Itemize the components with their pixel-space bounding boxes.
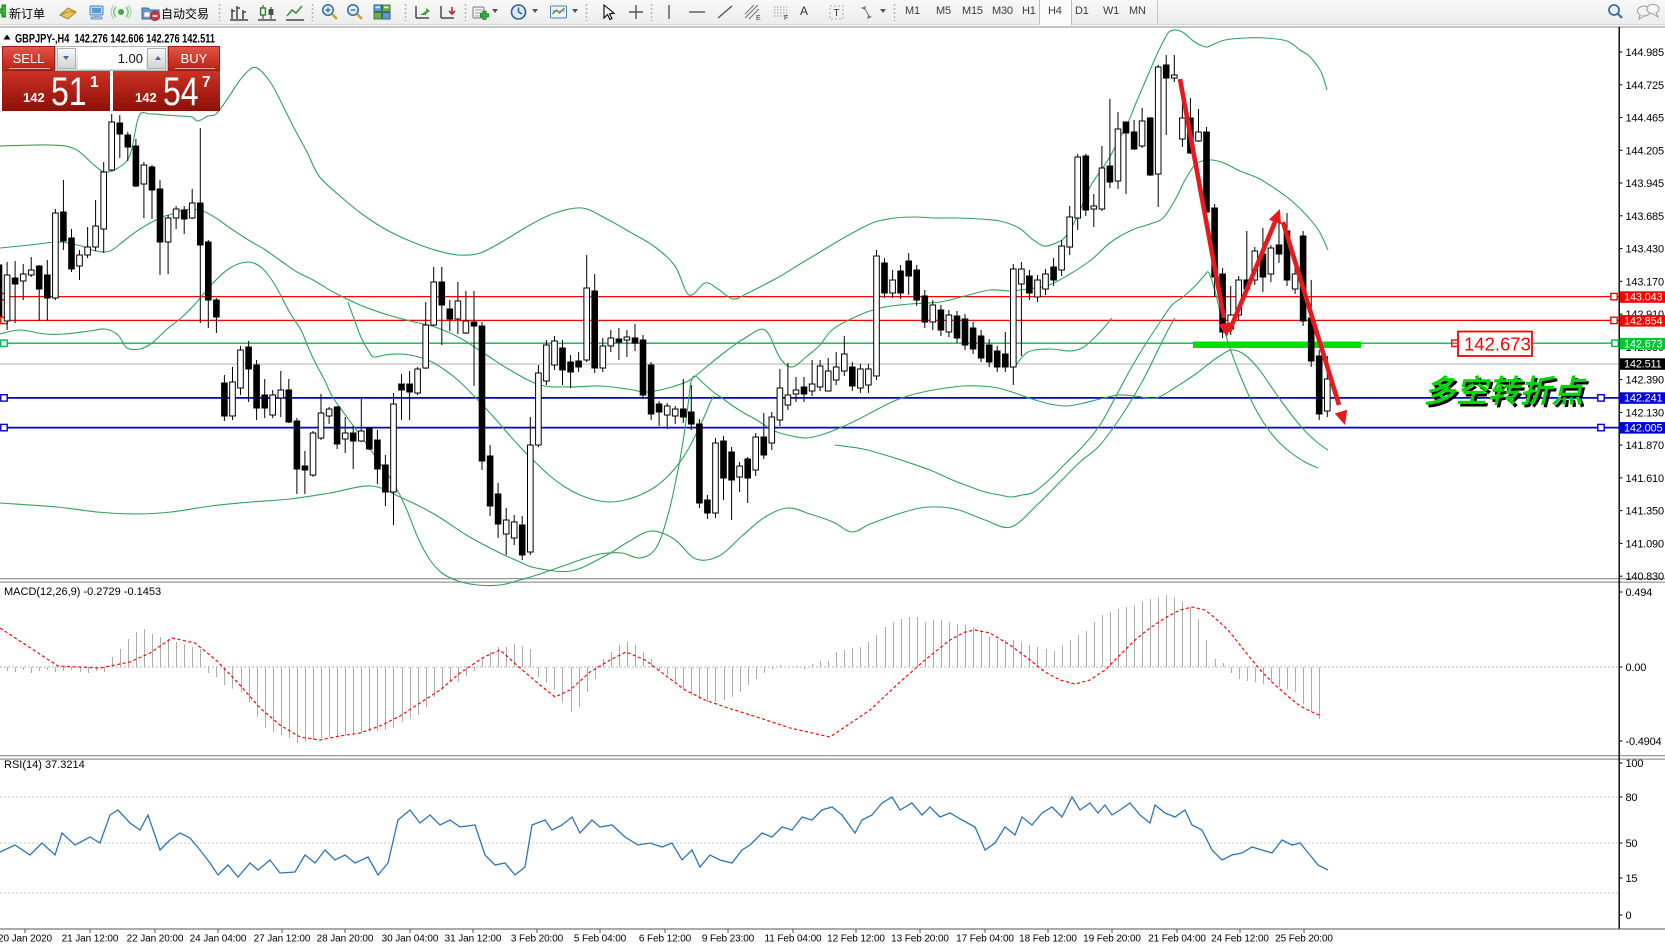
svg-text:18 Feb 12:00: 18 Feb 12:00 <box>1019 934 1077 945</box>
svg-text:21 Feb 04:00: 21 Feb 04:00 <box>1148 934 1206 945</box>
svg-text:141.350: 141.350 <box>1626 506 1664 518</box>
svg-text:27 Jan 12:00: 27 Jan 12:00 <box>254 934 311 945</box>
svg-text:142.854: 142.854 <box>1624 316 1662 328</box>
svg-text:15: 15 <box>1626 873 1638 885</box>
svg-text:144.985: 144.985 <box>1626 47 1664 59</box>
svg-text:多空转折点: 多空转折点 <box>1427 377 1590 412</box>
svg-text:6 Feb 12:00: 6 Feb 12:00 <box>639 934 692 945</box>
svg-text:17 Feb 04:00: 17 Feb 04:00 <box>956 934 1014 945</box>
svg-text:-0.4904: -0.4904 <box>1626 736 1662 748</box>
svg-text:19 Feb 20:00: 19 Feb 20:00 <box>1083 934 1141 945</box>
svg-text:143.170: 143.170 <box>1626 276 1664 288</box>
svg-text:144.725: 144.725 <box>1626 80 1664 92</box>
svg-text:E: E <box>756 15 761 22</box>
svg-text:140.830: 140.830 <box>1626 571 1664 583</box>
svg-text:50: 50 <box>1626 838 1638 850</box>
svg-text:21 Jan 12:00: 21 Jan 12:00 <box>62 934 119 945</box>
svg-text:143.945: 143.945 <box>1626 178 1664 190</box>
svg-text:5 Feb 04:00: 5 Feb 04:00 <box>574 934 627 945</box>
svg-text:0.00: 0.00 <box>1626 662 1647 674</box>
svg-text:0: 0 <box>1626 910 1632 922</box>
svg-text:141.870: 141.870 <box>1626 440 1664 452</box>
svg-text:142.673: 142.673 <box>1624 338 1662 350</box>
svg-text:144.465: 144.465 <box>1626 113 1664 125</box>
svg-text:30 Jan 04:00: 30 Jan 04:00 <box>382 934 439 945</box>
svg-text:80: 80 <box>1626 792 1638 804</box>
svg-text:T: T <box>834 8 840 19</box>
svg-text:24 Feb 12:00: 24 Feb 12:00 <box>1211 934 1269 945</box>
svg-text:0.494: 0.494 <box>1626 587 1653 599</box>
svg-text:9 Feb 23:00: 9 Feb 23:00 <box>702 934 755 945</box>
svg-text:多空转折点: 多空转折点 <box>1424 374 1587 409</box>
svg-text:MACD(12,26,9) -0.2729 -0.1453: MACD(12,26,9) -0.2729 -0.1453 <box>4 586 161 598</box>
svg-text:143.430: 143.430 <box>1626 244 1664 256</box>
svg-text:142.511: 142.511 <box>1624 359 1662 371</box>
svg-text:25 Feb 20:00: 25 Feb 20:00 <box>1275 934 1333 945</box>
svg-text:143.685: 143.685 <box>1626 211 1664 223</box>
svg-text:28 Jan 20:00: 28 Jan 20:00 <box>317 934 374 945</box>
svg-text:142.005: 142.005 <box>1624 423 1662 435</box>
svg-text:142.673: 142.673 <box>1464 334 1531 355</box>
svg-text:141.090: 141.090 <box>1626 538 1664 550</box>
svg-text:11 Feb 04:00: 11 Feb 04:00 <box>765 934 823 945</box>
svg-text:F: F <box>784 15 788 22</box>
svg-text:141.610: 141.610 <box>1626 473 1664 485</box>
svg-text:143.043: 143.043 <box>1624 292 1662 304</box>
svg-text:24 Jan 04:00: 24 Jan 04:00 <box>190 934 247 945</box>
svg-text:13 Feb 20:00: 13 Feb 20:00 <box>891 934 949 945</box>
svg-text:GBPJPY-,H4 142.276 142.606 14: GBPJPY-,H4 142.276 142.606 142.276 142.5… <box>15 34 215 46</box>
svg-text:3 Feb 20:00: 3 Feb 20:00 <box>511 934 564 945</box>
svg-text:100: 100 <box>1626 758 1644 770</box>
svg-text:142.241: 142.241 <box>1624 393 1662 405</box>
svg-text:12 Feb 12:00: 12 Feb 12:00 <box>827 934 885 945</box>
svg-text:RSI(14) 37.3214: RSI(14) 37.3214 <box>4 759 85 771</box>
svg-text:142.130: 142.130 <box>1626 407 1664 419</box>
svg-text:142.390: 142.390 <box>1626 375 1664 387</box>
svg-text:31 Jan 12:00: 31 Jan 12:00 <box>445 934 502 945</box>
svg-text:144.205: 144.205 <box>1626 145 1664 157</box>
svg-text:20 Jan 2020: 20 Jan 2020 <box>0 934 53 945</box>
svg-text:22 Jan 20:00: 22 Jan 20:00 <box>127 934 184 945</box>
